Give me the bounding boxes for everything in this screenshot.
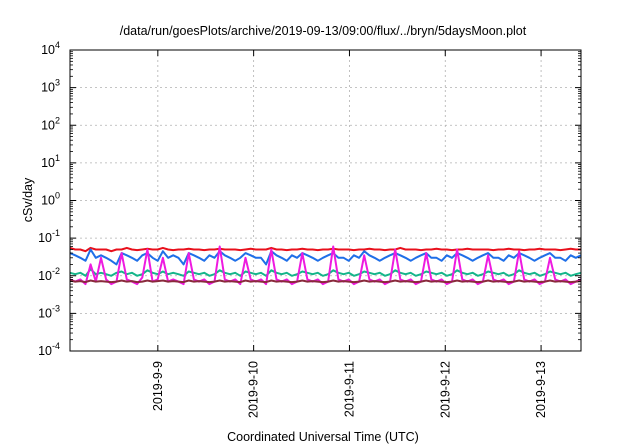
y-tick-label: 10-4: [38, 341, 60, 358]
x-axis-ticks: 2019-9-9 2019-9-10 2019-9-11 2019-9-12 2019-…: [151, 50, 548, 418]
y-tick-label: 10-1: [38, 228, 60, 245]
y-tick-label: 10-2: [38, 266, 60, 283]
y-tick-label: 104: [41, 40, 60, 57]
x-tick-label: 2019-9-12: [438, 361, 452, 418]
y-tick-label: 102: [41, 115, 60, 132]
series-line-3: [69, 268, 582, 277]
y-axis-label: cSv/day: [21, 177, 35, 222]
y-tick-label: 103: [41, 78, 60, 95]
x-axis-label: Coordinated Universal Time (UTC): [227, 430, 419, 444]
series-line-2: [69, 248, 582, 266]
x-tick-label: 2019-9-11: [342, 361, 356, 417]
series-group: [69, 245, 582, 286]
y-tick-label: 101: [41, 153, 60, 170]
y-tick-label: 10-3: [38, 303, 60, 320]
y-axis-ticks: 10-4 10-3 10-2 10-1 100 101 102 103 104: [38, 40, 581, 358]
x-tick-label: 2019-9-9: [151, 361, 165, 411]
series-line-1: [69, 246, 581, 253]
x-tick-label: 2019-9-13: [534, 361, 548, 418]
series-line-5: [69, 279, 582, 284]
grid: [70, 50, 581, 351]
y-tick-label: 100: [41, 191, 60, 208]
x-tick-label: 2019-9-10: [247, 361, 261, 418]
chart-title: /data/run/goesPlots/archive/2019-09-13/0…: [120, 24, 527, 38]
series-line-4: [69, 245, 582, 286]
